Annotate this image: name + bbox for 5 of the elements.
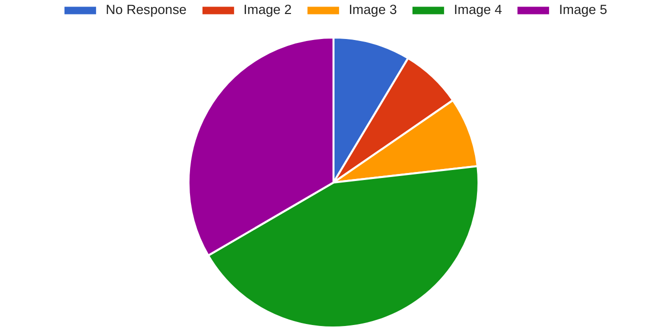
legend-label: Image 4 bbox=[454, 2, 502, 17]
legend-label: Image 3 bbox=[348, 2, 397, 17]
legend-label: Image 5 bbox=[559, 2, 608, 17]
legend-label: Image 2 bbox=[244, 2, 292, 17]
legend-label: No Response bbox=[106, 2, 187, 17]
